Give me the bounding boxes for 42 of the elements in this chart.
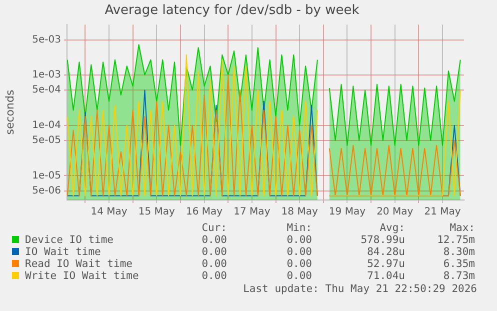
- x-tick-label: 15 May: [138, 206, 176, 218]
- text: 12.75m: [436, 234, 475, 246]
- legend-label: Read IO Wait time: [24, 258, 134, 270]
- text: 0.00: [200, 270, 227, 282]
- text: 84.28u: [366, 246, 405, 258]
- text: 0.00: [200, 258, 227, 270]
- y-tick-label: 5e-05: [32, 135, 61, 146]
- legend-label: IO Wait time: [24, 246, 102, 258]
- text: 6.35m: [442, 258, 475, 270]
- text: Max:: [448, 222, 475, 234]
- x-tick-label: 16 May: [186, 206, 223, 218]
- text: 8.30m: [442, 246, 475, 258]
- text: 0.00: [286, 234, 312, 246]
- y-tick-label: 5e-06: [32, 186, 61, 196]
- x-tick-label: 21 May: [424, 206, 461, 218]
- text: 0.00: [200, 246, 227, 258]
- x-tick-label: 17 May: [234, 206, 270, 218]
- legend-label: Device IO time: [24, 234, 115, 246]
- text: 0.00: [286, 270, 312, 282]
- x-tick-label: 19 May: [328, 206, 366, 218]
- text: 0.00: [200, 234, 227, 246]
- y-tick-label: 5e-03: [32, 34, 61, 46]
- y-tick-label: 1e-04: [32, 120, 61, 131]
- text: 52.97u: [366, 258, 405, 270]
- text: 71.04u: [366, 270, 405, 282]
- text: 0.00: [286, 246, 312, 258]
- text: 8.73m: [442, 270, 475, 282]
- legend-label: Write IO Wait time: [24, 270, 140, 282]
- y-tick-label: 5e-04: [32, 84, 61, 96]
- text: 0.00: [286, 258, 312, 270]
- text: Min:: [286, 222, 312, 234]
- x-tick-label: 20 May: [376, 206, 414, 218]
- text: Avg:: [378, 222, 405, 234]
- x-tick-label: 18 May: [281, 206, 318, 218]
- y-tick-label: 1e-05: [32, 170, 61, 182]
- y-axis-title: seconds: [3, 90, 16, 135]
- chart-title: Average latency for /dev/sdb - by week: [104, 3, 360, 18]
- y-tick-label: 1e-03: [32, 70, 61, 81]
- x-tick-label: 14 May: [90, 206, 128, 218]
- text: 578.99u: [360, 234, 405, 246]
- text: Last update: Thu May 21 22:50:29 2026: [243, 283, 477, 295]
- text: Cur:: [200, 222, 227, 234]
